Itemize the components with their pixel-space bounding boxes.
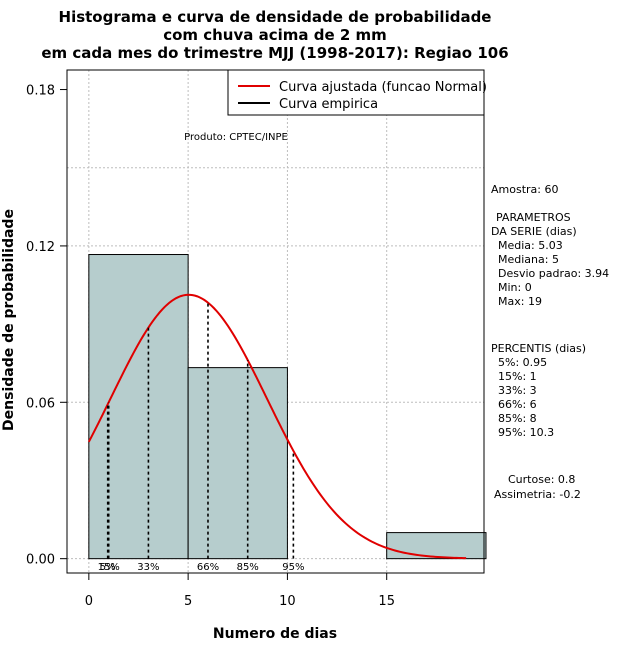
percentile-layer: 5%15% 33% 66% 85% 95% [98,302,304,573]
histogram-bar-1 [187,367,288,560]
percentile-label-5: 95% [282,562,304,573]
axes-layer: 0 5 10 15 0.00 0.06 0.12 0.18 [26,69,485,609]
producer-note: Produto: CPTEC/INPE [184,132,288,143]
curve-layer [87,293,467,560]
stats-skewness: Assimetria: -0.2 [494,488,581,501]
x-tick-label-0: 0 [85,594,93,609]
stats-p33: 33%: 3 [498,384,537,397]
stats-p66: 66%: 6 [498,398,537,411]
stats-median: Mediana: 5 [498,253,559,266]
stats-p15: 15%: 1 [498,370,537,383]
stats-params-title-2: DA SERIE (dias) [491,225,577,238]
percentile-label-2: 33% [137,562,159,573]
stats-p5: 5%: 0.95 [498,356,547,369]
stats-sd: Desvio padrao: 3.94 [498,267,609,280]
fitted-normal-curve [87,293,467,560]
stats-sample: Amostra: 60 [491,183,558,196]
stats-params-title-1: PARAMETROS [496,211,571,224]
stats-p85: 85%: 8 [498,412,537,425]
x-tick-label-3: 15 [378,594,395,609]
percentile-label-4: 85% [237,562,259,573]
chart-title-line-1: Histograma e curva de densidade de proba… [59,8,492,26]
chart-title-line-2: com chuva acima de 2 mm [163,26,387,44]
legend: Curva ajustada (funcao Normal) Curva emp… [227,69,487,116]
percentile-label-1: 15% [98,562,120,573]
stats-max: Max: 19 [498,295,542,308]
bars-layer [88,254,487,560]
x-axis-title: Numero de dias [213,626,337,642]
legend-label-fitted-curve: Curva ajustada (funcao Normal) [279,80,487,95]
stats-panel: Amostra: 60 PARAMETROS DA SERIE (dias) M… [491,183,609,501]
legend-label-empirical-curve: Curva empirica [279,97,378,112]
stats-percentiles-title: PERCENTIS (dias) [491,342,586,355]
histogram-bar-2 [386,532,487,560]
percentile-label-3: 66% [197,562,219,573]
percentile-label-0: 5% [100,562,116,573]
stats-kurtosis: Curtose: 0.8 [508,473,575,486]
x-tick-label-1: 5 [184,594,192,609]
chart-title-line-3: em cada mes do trimestre MJJ (1998-2017)… [41,44,508,62]
y-tick-label-0: 0.00 [26,553,55,568]
y-tick-label-2: 0.12 [26,240,55,255]
y-axis-title: Densidade de probabilidade [1,209,17,431]
x-tick-label-2: 10 [279,594,296,609]
histogram-bar-0 [88,254,189,560]
y-tick-label-1: 0.06 [26,396,55,411]
legend-box [227,69,485,116]
stats-min: Min: 0 [498,281,532,294]
y-tick-label-3: 0.18 [26,84,55,99]
stats-p95: 95%: 10.3 [498,426,554,439]
stats-mean: Media: 5.03 [498,239,563,252]
